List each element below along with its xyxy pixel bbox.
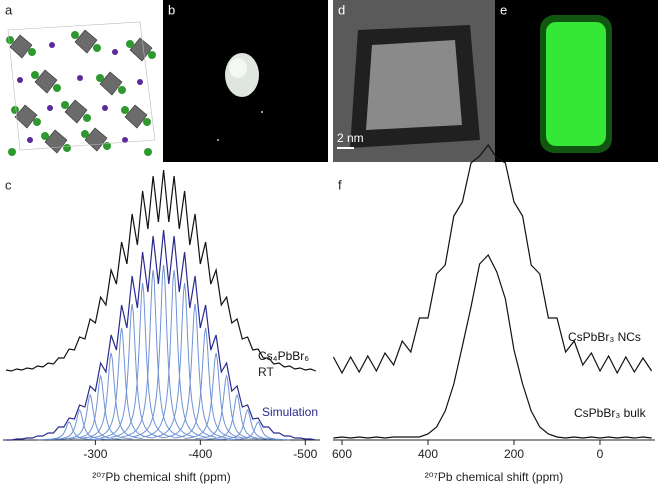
x-axis-label: ²⁰⁷Pb chemical shift (ppm): [425, 470, 564, 484]
panel-label: a: [5, 2, 13, 17]
spectrum-line: [333, 253, 652, 439]
panel-label: f: [338, 177, 342, 192]
component-line: [58, 393, 122, 440]
x-axis-label: ²⁰⁷Pb chemical shift (ppm): [92, 470, 231, 484]
luminescence-image: [495, 0, 658, 162]
series-annotation: RT: [258, 365, 274, 379]
spectrum-line: [5, 169, 317, 372]
spectrum-line: [6, 229, 316, 441]
component-line: [184, 352, 248, 439]
x-tick-label: 200: [504, 447, 524, 461]
component-line: [100, 303, 164, 439]
component-line: [37, 421, 101, 441]
component-line: [174, 327, 238, 439]
component-line: [216, 409, 280, 440]
scale-bar-label: 2 nm: [337, 131, 364, 145]
component-line: [205, 393, 269, 440]
component-line: [163, 303, 227, 439]
crystal-structure-image: [0, 0, 160, 162]
x-tick-label: -300: [83, 447, 107, 461]
series-label: Cs₄PbBr₆: [258, 349, 309, 363]
component-line: [153, 282, 217, 438]
x-tick-label: 600: [332, 447, 352, 461]
component-line: [121, 269, 185, 438]
component-line: [132, 264, 196, 438]
powder-image: [163, 0, 328, 162]
component-line: [142, 269, 206, 438]
panel-label: b: [168, 2, 175, 17]
x-tick-label: -500: [293, 447, 317, 461]
x-tick-label: -400: [188, 447, 212, 461]
series-label: CsPbBr₃ NCs: [568, 330, 641, 344]
panel-label: e: [500, 2, 507, 17]
x-tick-label: 0: [597, 447, 604, 461]
component-line: [90, 327, 154, 439]
component-line: [69, 374, 133, 440]
tem-image: [333, 0, 495, 162]
component-line: [226, 421, 290, 441]
x-tick-label: 400: [418, 447, 438, 461]
series-label: Simulation: [262, 405, 318, 419]
panel-label: d: [338, 2, 345, 17]
spectrum-line: [332, 143, 653, 375]
panel-label: c: [5, 177, 12, 192]
series-label: CsPbBr₃ bulk: [574, 406, 647, 420]
component-line: [111, 282, 175, 438]
